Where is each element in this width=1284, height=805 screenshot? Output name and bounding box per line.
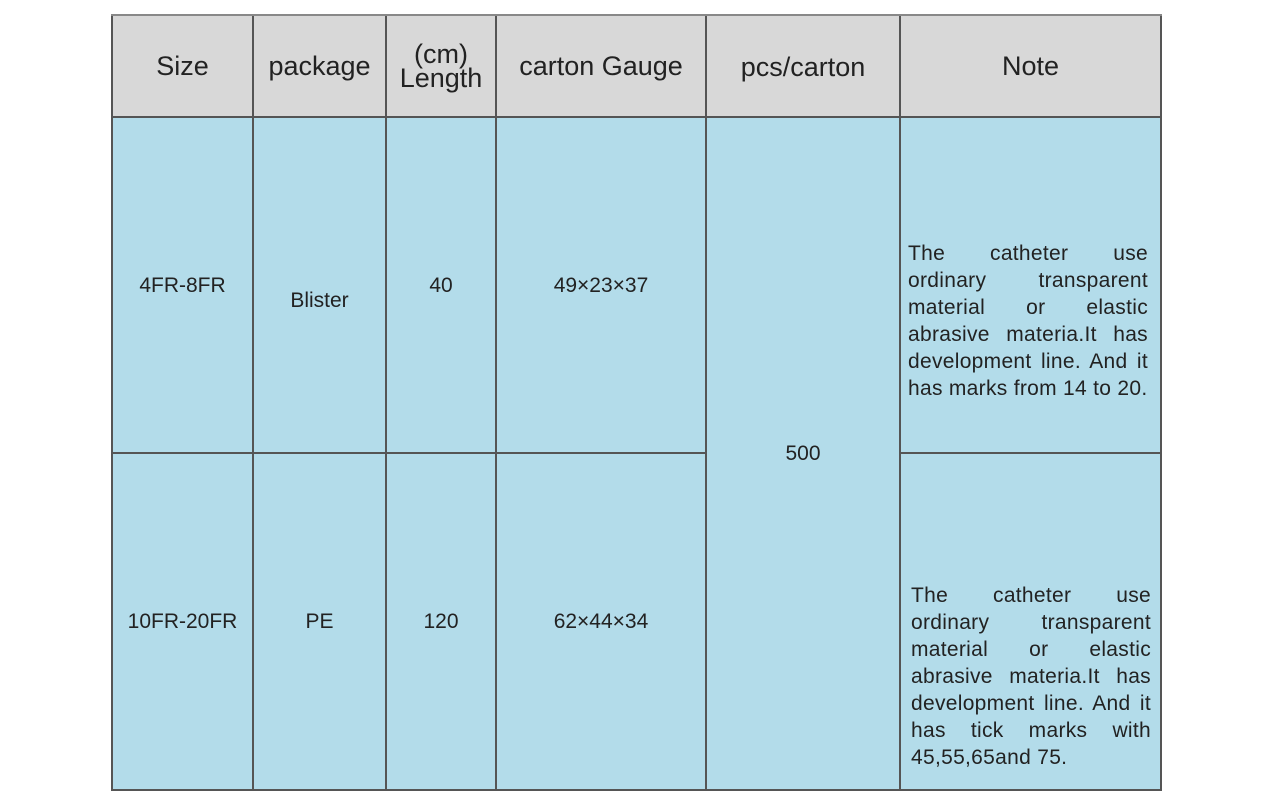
cell-text: Blister [290,289,349,312]
header-package-label: package [268,50,371,81]
grid-line [111,789,1162,791]
cell-text: 49×23×37 [553,274,649,297]
header-size: Size [112,15,253,117]
header-size-label: Size [156,50,209,81]
header-carton-gauge: carton Gauge [496,15,706,117]
grid-line [385,15,387,791]
header-length: (cm) Length [386,15,496,117]
grid-line [111,116,1162,118]
header-length-unit: (cm) [414,39,468,69]
row2-note: The catheter use ordinary transparent ma… [911,584,1151,769]
grid-line [900,452,1162,454]
header-package: package [253,15,386,117]
grid-line [111,452,706,454]
cell-text: 10FR-20FR [127,609,238,633]
grid-line [899,15,901,791]
header-carton-gauge-label: carton Gauge [519,50,683,81]
grid-line [111,15,113,791]
cell-text: 120 [423,609,459,633]
header-pcs-carton-label: pcs/carton [740,51,866,82]
pcs-carton-value: 500 [706,117,900,790]
row1-note: The catheter use ordinary transparent ma… [908,242,1148,400]
cell-text: PE [305,609,334,633]
header-pcs-carton: pcs/carton [706,15,900,117]
header-note: Note [900,15,1161,117]
cell-text: 40 [429,274,453,297]
grid-line [705,15,707,791]
cell-text: 500 [785,441,821,465]
grid-line [111,14,1162,16]
row1-size: 4FR-8FR [112,117,253,453]
grid-line [1160,15,1162,791]
row2-package: PE [253,453,386,790]
row1-package: Blister [253,117,386,453]
row2-carton-gauge: 62×44×34 [496,453,706,790]
grid-line [252,15,254,791]
row2-length: 120 [386,453,496,790]
row2-size: 10FR-20FR [112,453,253,790]
header-length-label: Length [399,63,483,93]
grid-line [495,15,497,791]
row1-carton-gauge: 49×23×37 [496,117,706,453]
row1-length: 40 [386,117,496,453]
header-note-label: Note [1001,50,1060,81]
cell-text: 4FR-8FR [139,274,226,297]
cell-text: 62×44×34 [553,609,649,633]
